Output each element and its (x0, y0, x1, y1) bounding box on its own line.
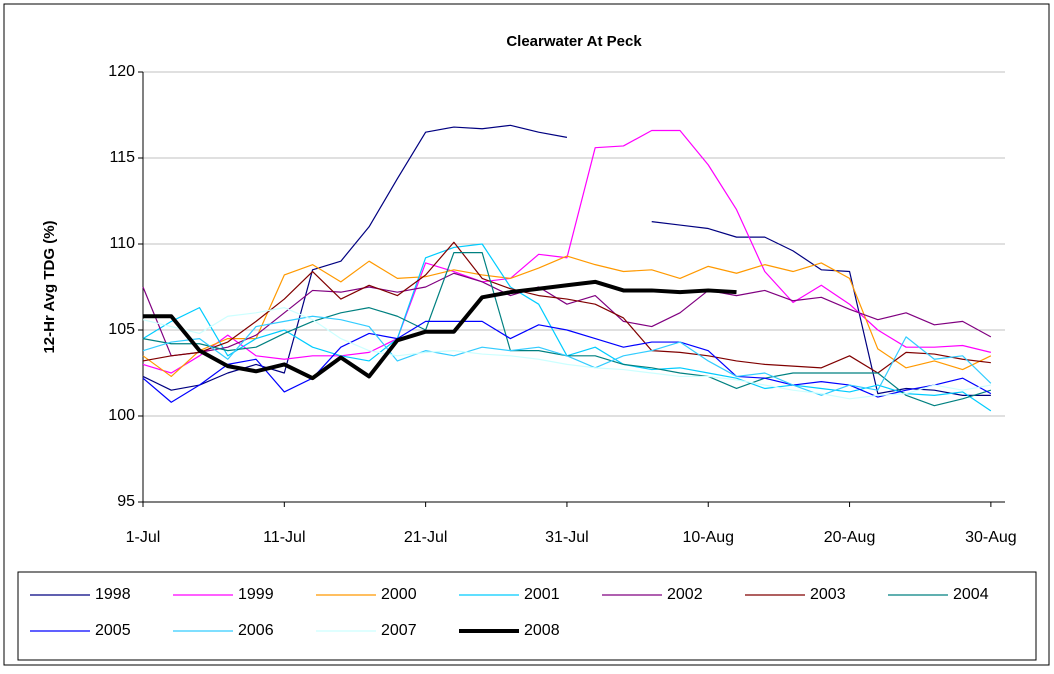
legend-label: 2007 (381, 622, 417, 639)
y-tick-label: 115 (109, 149, 135, 166)
series-line (142, 272, 992, 357)
legend-label: 2006 (238, 622, 274, 639)
series-line (143, 279, 737, 381)
y-tick-label: 105 (108, 321, 135, 338)
chart-border (3, 3, 1050, 666)
series-line (142, 315, 992, 396)
legend-label: 1998 (95, 586, 131, 603)
y-tick-label: 100 (108, 407, 135, 424)
series-line (142, 307, 991, 400)
y-tick-label: 95 (117, 493, 135, 510)
legend-label: 1999 (238, 586, 274, 603)
legend-label: 2008 (524, 622, 560, 639)
x-tick-label: 1-Jul (126, 529, 161, 546)
legend-label: 2001 (524, 586, 560, 603)
y-axis-label: 12-Hr Avg TDG (%) (41, 220, 58, 353)
x-tick-label: 11-Jul (263, 529, 305, 546)
legend-label: 2002 (667, 586, 703, 603)
legend-label: 2004 (953, 586, 989, 603)
legend-box (17, 571, 1037, 661)
legend-label: 2005 (95, 622, 131, 639)
series-line (142, 241, 991, 374)
series-line (142, 124, 568, 391)
series-line (142, 255, 992, 378)
x-tick-label: 21-Jul (404, 529, 448, 546)
y-tick-label: 120 (108, 63, 135, 80)
series-line (142, 129, 992, 374)
x-tick-label: 10-Aug (682, 529, 734, 546)
x-tick-label: 31-Jul (545, 529, 589, 546)
series-line (651, 221, 991, 396)
legend-label: 2003 (810, 586, 846, 603)
chart-title: Clearwater At Peck (506, 33, 642, 50)
legend-label: 2000 (381, 586, 417, 603)
x-tick-label: 20-Aug (824, 529, 876, 546)
y-tick-label: 110 (109, 235, 135, 252)
x-tick-label: 30-Aug (965, 529, 1017, 546)
